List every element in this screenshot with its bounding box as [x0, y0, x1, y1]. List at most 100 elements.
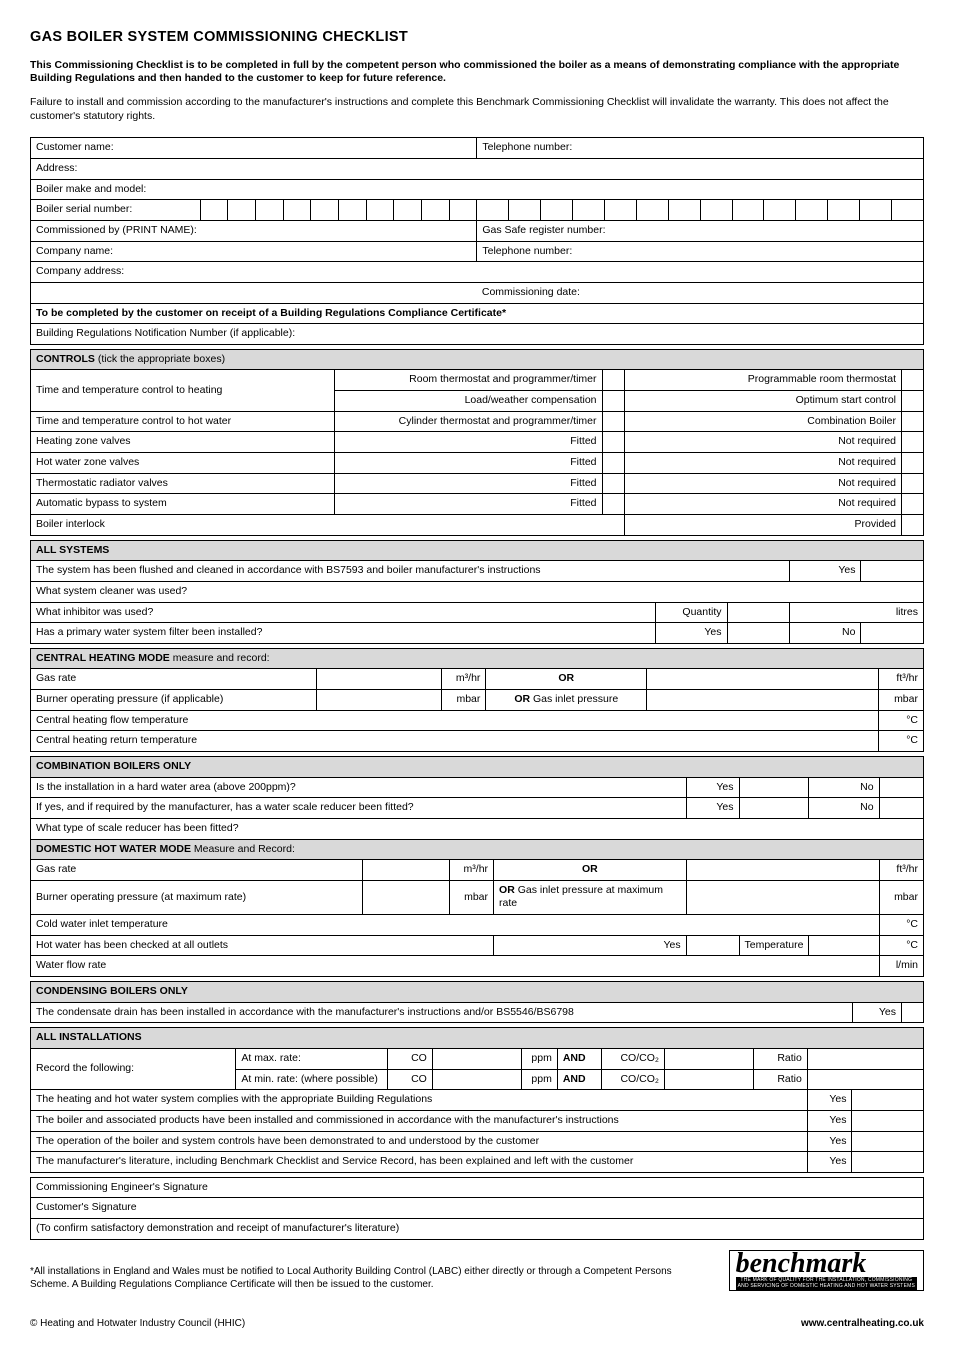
company-name-label[interactable]: Company name: — [31, 241, 477, 262]
checkbox[interactable] — [852, 1110, 924, 1131]
serial-cell[interactable] — [200, 200, 228, 221]
serial-cell[interactable] — [860, 200, 892, 221]
commissioning-date-label[interactable]: Commissioning date: — [477, 282, 924, 303]
checkbox[interactable] — [852, 1090, 924, 1111]
checkbox[interactable] — [861, 561, 924, 582]
temperature-input[interactable] — [809, 935, 879, 956]
checkbox[interactable] — [602, 370, 624, 391]
serial-cell[interactable] — [732, 200, 764, 221]
quantity-input[interactable] — [727, 602, 790, 623]
completed-by-customer: To be completed by the customer on recei… — [31, 303, 924, 324]
coco2-min-input[interactable] — [664, 1069, 753, 1090]
yes-label: Yes — [494, 935, 687, 956]
checkbox[interactable] — [686, 935, 739, 956]
burner-max-input[interactable] — [362, 880, 449, 914]
serial-cell[interactable] — [256, 200, 284, 221]
burner-pressure-input[interactable] — [316, 690, 441, 711]
serial-cell[interactable] — [477, 200, 509, 221]
footnote-text: *All installations in England and Wales … — [30, 1265, 729, 1291]
at-min-rate: At min. rate: (where possible) — [236, 1069, 388, 1090]
checkbox[interactable] — [602, 411, 624, 432]
flow-temp-label[interactable]: Central heating flow temperature — [31, 710, 879, 731]
checkbox[interactable] — [902, 432, 924, 453]
serial-cell[interactable] — [509, 200, 541, 221]
boiler-make-label[interactable]: Boiler make and model: — [31, 179, 924, 200]
checkbox[interactable] — [902, 453, 924, 474]
gas-safe-label[interactable]: Gas Safe register number: — [477, 220, 924, 241]
serial-cell[interactable] — [283, 200, 311, 221]
checkbox[interactable] — [739, 798, 809, 819]
checkbox[interactable] — [902, 473, 924, 494]
serial-cell[interactable] — [394, 200, 422, 221]
checkbox[interactable] — [902, 391, 924, 412]
coco2-max-input[interactable] — [664, 1048, 753, 1069]
telephone-label[interactable]: Telephone number: — [477, 138, 924, 159]
brn-label[interactable]: Building Regulations Notification Number… — [31, 324, 924, 345]
serial-cell[interactable] — [700, 200, 732, 221]
checkbox[interactable] — [739, 777, 809, 798]
serial-cell[interactable] — [449, 200, 477, 221]
cold-inlet-temp[interactable]: Cold water inlet temperature — [31, 915, 880, 936]
gas-inlet-input[interactable] — [647, 690, 879, 711]
co-max-input[interactable] — [432, 1048, 521, 1069]
serial-cell[interactable] — [541, 200, 573, 221]
checkbox[interactable] — [902, 1002, 924, 1023]
yes-label: Yes — [686, 798, 739, 819]
checkbox[interactable] — [902, 514, 924, 535]
dhw-gas-rate-ft3-input[interactable] — [686, 860, 879, 881]
checkbox[interactable] — [602, 453, 624, 474]
checkbox[interactable] — [879, 798, 923, 819]
checkbox[interactable] — [902, 411, 924, 432]
checkbox[interactable] — [861, 623, 924, 644]
serial-cell[interactable] — [764, 200, 796, 221]
serial-cell[interactable] — [311, 200, 339, 221]
serial-cell[interactable] — [422, 200, 450, 221]
serial-cell[interactable] — [573, 200, 605, 221]
checkbox[interactable] — [602, 391, 624, 412]
serial-cell[interactable] — [796, 200, 828, 221]
checkbox[interactable] — [602, 473, 624, 494]
inhibitor[interactable]: What inhibitor was used? — [31, 602, 656, 623]
ratio-min-input[interactable] — [807, 1069, 923, 1090]
litres-label: litres — [790, 602, 924, 623]
serial-cell[interactable] — [891, 200, 923, 221]
co-min-input[interactable] — [432, 1069, 521, 1090]
serial-cell[interactable] — [366, 200, 394, 221]
serial-cell[interactable] — [339, 200, 367, 221]
mbar-label: mbar — [441, 690, 486, 711]
commissioned-by-label[interactable]: Commissioned by (PRINT NAME): — [31, 220, 477, 241]
system-cleaner[interactable]: What system cleaner was used? — [31, 581, 924, 602]
checkbox[interactable] — [852, 1152, 924, 1173]
checkbox[interactable] — [879, 777, 923, 798]
company-telephone-label[interactable]: Telephone number: — [477, 241, 924, 262]
serial-cell[interactable] — [828, 200, 860, 221]
checkbox[interactable] — [727, 623, 790, 644]
serial-cell[interactable] — [636, 200, 668, 221]
customer-name-label[interactable]: Customer name: — [31, 138, 477, 159]
gas-rate-ft3hr-input[interactable] — [647, 669, 879, 690]
room-thermostat: Room thermostat and programmer/timer — [334, 370, 602, 391]
checkbox[interactable] — [852, 1131, 924, 1152]
ratio-max-input[interactable] — [807, 1048, 923, 1069]
water-flow-rate[interactable]: Water flow rate — [31, 956, 880, 977]
address-label[interactable]: Address: — [31, 159, 924, 180]
company-address-label[interactable]: Company address: — [31, 262, 924, 283]
no-label: No — [790, 623, 861, 644]
serial-cell[interactable] — [604, 200, 636, 221]
serial-cell[interactable] — [228, 200, 256, 221]
checkbox[interactable] — [602, 432, 624, 453]
engineer-signature[interactable]: Commissioning Engineer's Signature — [31, 1177, 924, 1198]
yes-label: Yes — [807, 1090, 852, 1111]
dhw-gas-rate-input[interactable] — [362, 860, 449, 881]
gas-rate-m3hr-input[interactable] — [316, 669, 441, 690]
scale-type[interactable]: What type of scale reducer has been fitt… — [31, 818, 924, 839]
checkbox[interactable] — [902, 494, 924, 515]
combi-header: COMBINATION BOILERS ONLY — [31, 756, 924, 777]
gas-inlet-max-input[interactable] — [686, 880, 879, 914]
customer-signature[interactable]: Customer's Signature — [31, 1198, 924, 1219]
fitted-label: Fitted — [334, 432, 602, 453]
checkbox[interactable] — [602, 494, 624, 515]
serial-cell[interactable] — [668, 200, 700, 221]
return-temp-label[interactable]: Central heating return temperature — [31, 731, 879, 752]
checkbox[interactable] — [902, 370, 924, 391]
